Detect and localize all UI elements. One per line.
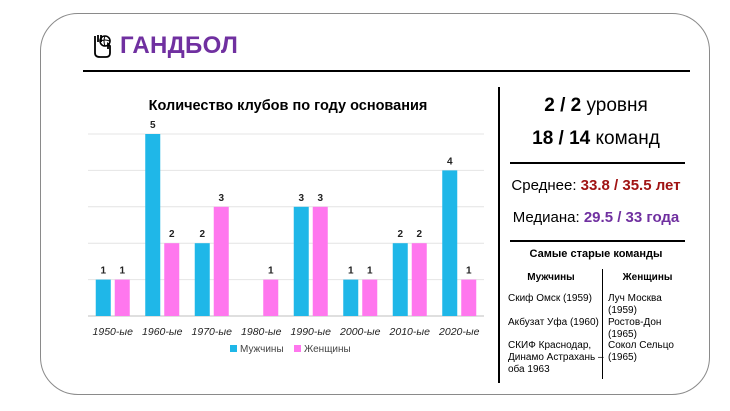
bar (145, 134, 161, 316)
bar (164, 243, 180, 316)
data-label: 5 (150, 120, 156, 131)
handball-icon (94, 35, 111, 58)
bar (343, 279, 359, 316)
data-label: 3 (218, 193, 224, 204)
stats-divider-1 (510, 162, 685, 164)
legend-label: Женщины (304, 344, 351, 355)
legend-swatch (230, 345, 237, 352)
data-label: 1 (466, 266, 472, 277)
data-label: 4 (447, 156, 453, 167)
women-team: Луч Москва (1959) (608, 293, 662, 316)
data-label: 1 (268, 266, 274, 277)
bar (442, 170, 458, 316)
data-label: 2 (199, 229, 205, 240)
oldest-teams-title: Самые старые команды (529, 248, 663, 260)
women-team: Ростов-Дон (1965) (608, 317, 662, 340)
legend-swatch (294, 345, 301, 352)
mean-label: Среднее: (511, 177, 577, 194)
bar (293, 206, 309, 316)
tick-label: 1980-ые (241, 326, 282, 338)
levels-value: 2 / 2 (544, 95, 582, 116)
data-label: 3 (298, 193, 304, 204)
tick-label: 1950-ые (93, 326, 134, 338)
bar (392, 243, 408, 316)
levels-unit: уровня (586, 95, 648, 116)
tick-label: 2020-ые (438, 326, 480, 338)
data-label: 2 (397, 229, 403, 240)
header-divider (83, 70, 690, 72)
teams-stat: 18 / 14 команд (500, 128, 692, 150)
data-label: 1 (100, 266, 106, 277)
levels-stat: 2 / 2 уровня (500, 95, 692, 117)
column-divider (602, 269, 603, 379)
bar (263, 279, 279, 316)
men-team: СКИФ Краснодар, Динамо Астрахань – оба 1… (508, 340, 604, 375)
tick-label: 1960-ые (142, 326, 183, 338)
bar (95, 279, 111, 316)
vertical-divider (498, 87, 500, 383)
bar (194, 243, 210, 316)
mean-value: 33.8 / 35.5 лет (580, 177, 681, 194)
men-team: Акбузат Уфа (1960) (508, 317, 599, 328)
bar (114, 279, 130, 316)
teams-unit: команд (595, 128, 660, 149)
tick-label: 1990-ые (291, 326, 332, 338)
stats-divider-2 (510, 240, 685, 242)
data-label: 1 (119, 266, 125, 277)
teams-value: 18 / 14 (532, 128, 591, 149)
bar (411, 243, 427, 316)
men-column-header: Мужчины (527, 272, 575, 283)
median-label: Медиана: (512, 209, 580, 226)
data-label: 3 (317, 193, 323, 204)
tick-label: 2000-ые (339, 326, 381, 338)
data-label: 1 (367, 266, 373, 277)
mean-stat: Среднее: 33.8 / 35.5 лет (500, 177, 692, 194)
bar (213, 206, 229, 316)
women-team: Сокол Сельцо (1965) (608, 340, 674, 363)
men-team: Скиф Омск (1959) (508, 293, 592, 304)
median-value: 29.5 / 33 года (583, 209, 680, 226)
bar (362, 279, 378, 316)
median-stat: Медиана: 29.5 / 33 года (500, 209, 692, 226)
data-label: 1 (348, 266, 354, 277)
tick-label: 2010-ые (389, 326, 431, 338)
data-label: 2 (416, 229, 422, 240)
legend-label: Мужчины (240, 344, 284, 355)
tick-label: 1970-ые (192, 326, 233, 338)
page-title: ГАНДБОЛ (120, 32, 239, 59)
bar-chart: 1 1 1950-ые 5 2 1960-ые 2 3 1970-ые 1 1980-ые 3 3 199… (88, 120, 484, 355)
bar (461, 279, 477, 316)
women-column-header: Женщины (622, 272, 673, 283)
data-label: 2 (169, 229, 175, 240)
bar (312, 206, 328, 316)
chart-title: Количество клубов по году основания (148, 98, 428, 114)
